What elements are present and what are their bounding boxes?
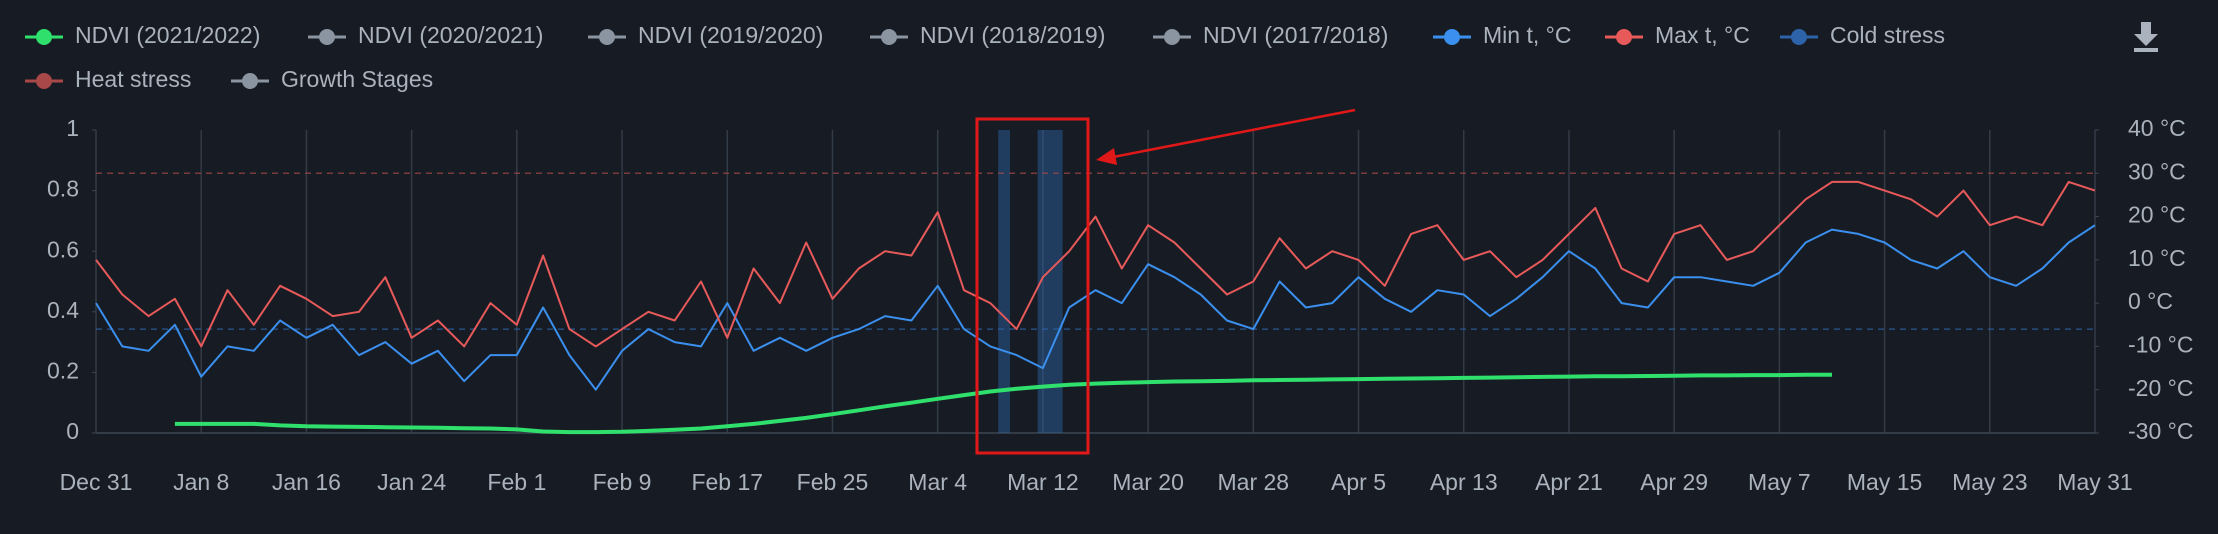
legend-swatch[interactable] xyxy=(1791,29,1807,45)
x-tick-label: May 23 xyxy=(1952,469,2027,495)
x-tick-label: Apr 21 xyxy=(1535,469,1603,495)
y2-tick-label: -30 °C xyxy=(2128,418,2193,444)
x-tick-label: Feb 9 xyxy=(593,469,652,495)
highlight-box xyxy=(975,117,1090,455)
stress-period xyxy=(998,130,1011,433)
legend-item[interactable]: NDVI (2020/2021) xyxy=(308,22,543,48)
y-tick-label: 1 xyxy=(66,115,79,141)
x-tick-label: Apr 13 xyxy=(1430,469,1498,495)
download-icon[interactable] xyxy=(2134,34,2158,46)
y-tick-label: 0.2 xyxy=(47,357,79,383)
x-tick-label: Mar 28 xyxy=(1218,469,1290,495)
legend-item[interactable]: Growth Stages xyxy=(231,66,433,92)
x-tick-label: Mar 20 xyxy=(1112,469,1184,495)
plot: Dec 31 Jan 8 Jan 16 Jan 24 Feb 1 Feb 9 Feb 17 F… xyxy=(47,115,2193,495)
legend-label[interactable]: NDVI (2018/2019) xyxy=(920,22,1105,48)
series-line xyxy=(95,224,2096,391)
x-tick-label: Jan 24 xyxy=(377,469,446,495)
x-tick-label: May 31 xyxy=(2057,469,2132,495)
x-tick-label: Mar 12 xyxy=(1007,469,1079,495)
series-line xyxy=(174,372,1832,435)
x-tick-label: Feb 1 xyxy=(487,469,546,495)
x-tick-label: May 15 xyxy=(1847,469,1922,495)
legend-swatch[interactable] xyxy=(36,29,52,45)
legend-label[interactable]: Growth Stages xyxy=(281,66,433,92)
legend-swatch[interactable] xyxy=(1444,29,1460,45)
legend-label[interactable]: Heat stress xyxy=(75,66,191,92)
y2-tick-label: -10 °C xyxy=(2128,332,2193,358)
legend-label[interactable]: NDVI (2017/2018) xyxy=(1203,22,1388,48)
x-tick-label: Apr 5 xyxy=(1331,469,1386,495)
download-button[interactable] xyxy=(2134,22,2158,52)
y-tick-label: 0.8 xyxy=(47,176,79,202)
y2-tick-label: 0 °C xyxy=(2128,288,2173,314)
legend-swatch[interactable] xyxy=(1616,29,1632,45)
x-tick-label: Feb 25 xyxy=(797,469,869,495)
legend-item[interactable]: NDVI (2021/2022) xyxy=(25,22,260,48)
legend-swatch[interactable] xyxy=(36,73,52,89)
y2-tick-label: -20 °C xyxy=(2128,375,2193,401)
legend-label[interactable]: NDVI (2019/2020) xyxy=(638,22,823,48)
x-tick-label: Apr 29 xyxy=(1640,469,1708,495)
legend-swatch[interactable] xyxy=(319,29,335,45)
x-tick-label: Feb 17 xyxy=(691,469,763,495)
legend-item[interactable]: Max t, °C xyxy=(1605,22,1750,48)
legend-item[interactable]: NDVI (2018/2019) xyxy=(870,22,1105,48)
legend-label[interactable]: Max t, °C xyxy=(1655,22,1750,48)
legend-swatch[interactable] xyxy=(242,73,258,89)
y2-tick-label: 40 °C xyxy=(2128,115,2186,141)
y2-tick-label: 20 °C xyxy=(2128,202,2186,228)
legend-swatch[interactable] xyxy=(1164,29,1180,45)
legend-label[interactable]: Min t, °C xyxy=(1483,22,1571,48)
download-icon[interactable] xyxy=(2141,22,2151,36)
legend-item[interactable]: Min t, °C xyxy=(1433,22,1571,48)
legend-label[interactable]: NDVI (2020/2021) xyxy=(358,22,543,48)
legend-item[interactable]: NDVI (2019/2020) xyxy=(588,22,823,48)
annotation-arrow xyxy=(1107,108,1356,160)
legend-item[interactable]: Cold stress xyxy=(1780,22,1945,48)
legend-label[interactable]: Cold stress xyxy=(1830,22,1945,48)
download-icon[interactable] xyxy=(2134,48,2158,52)
legend-label[interactable]: NDVI (2021/2022) xyxy=(75,22,260,48)
x-tick-label: Dec 31 xyxy=(60,469,133,495)
x-tick-label: Jan 16 xyxy=(272,469,341,495)
y-tick-label: 0.4 xyxy=(47,297,79,323)
legend-item[interactable]: Heat stress xyxy=(25,66,191,92)
series-line xyxy=(95,180,2096,348)
legend-swatch[interactable] xyxy=(599,29,615,45)
y2-tick-label: 30 °C xyxy=(2128,158,2186,184)
x-tick-label: Mar 4 xyxy=(908,469,967,495)
y2-tick-label: 10 °C xyxy=(2128,245,2186,271)
y-tick-label: 0.6 xyxy=(47,236,79,262)
y-tick-label: 0 xyxy=(66,418,79,444)
legend-swatch[interactable] xyxy=(881,29,897,45)
arrow-head xyxy=(1096,148,1117,165)
x-tick-label: May 7 xyxy=(1748,469,1811,495)
x-tick-label: Jan 8 xyxy=(173,469,229,495)
legend-item[interactable]: NDVI (2017/2018) xyxy=(1153,22,1388,48)
